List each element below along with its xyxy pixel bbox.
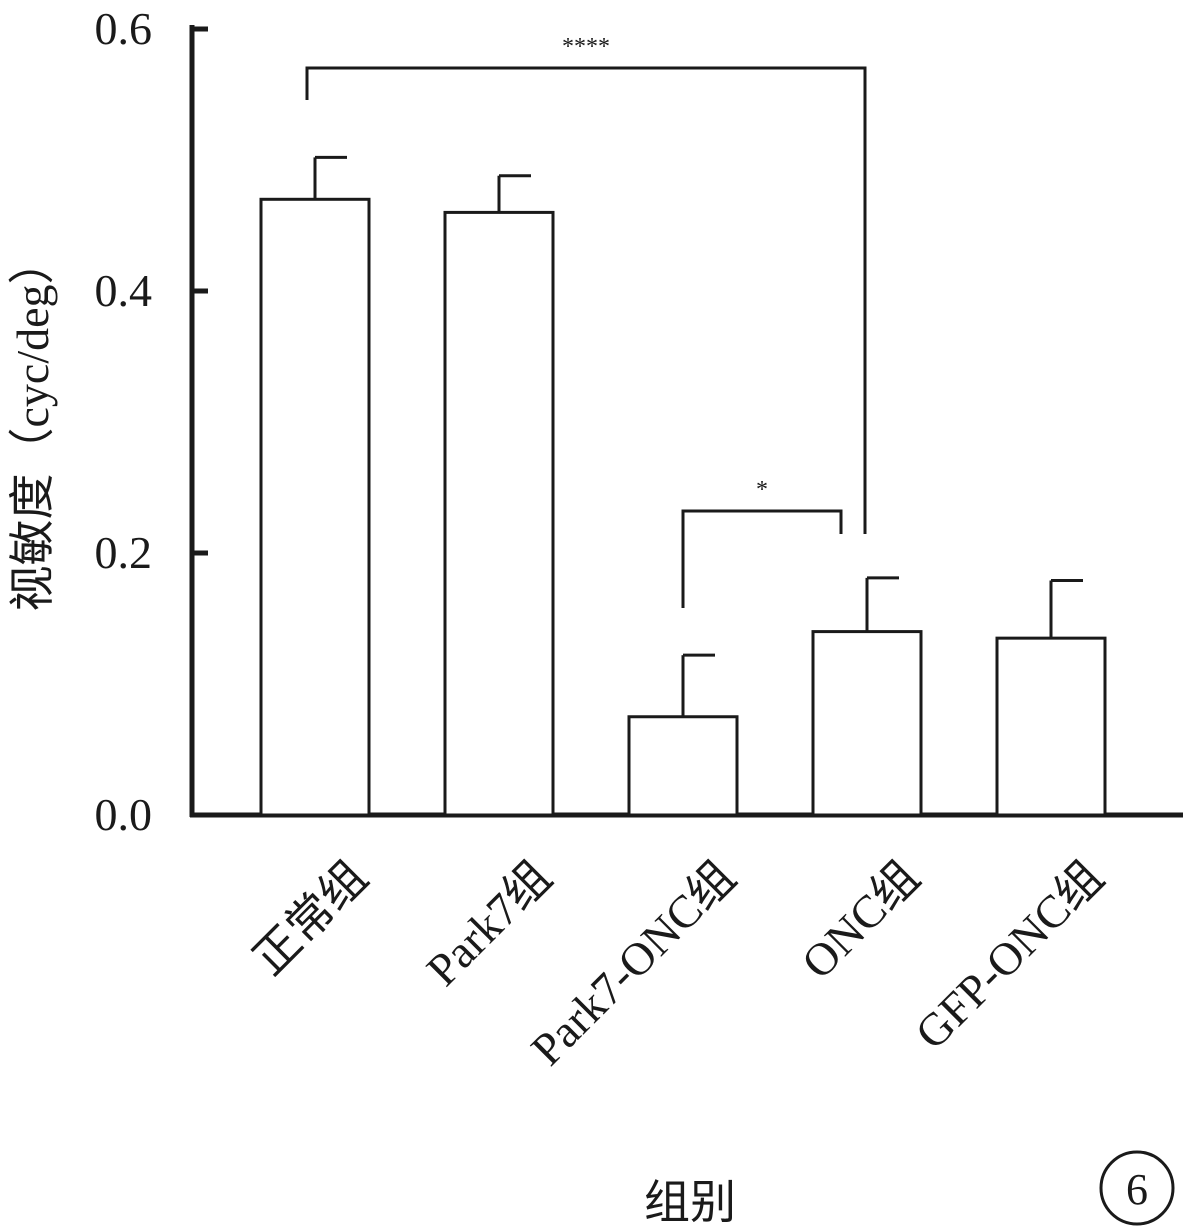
x-category-label: ONC组: [792, 851, 929, 988]
y-tick-label: 0.2: [95, 527, 153, 578]
significance-label: *: [756, 477, 768, 503]
y-tick-label: 0.0: [95, 789, 153, 840]
bars: [259, 197, 1107, 817]
bar: [443, 210, 555, 817]
x-category-label: 正常组: [243, 851, 377, 985]
y-axis-ticks: 0.0 0.2 0.4 0.6: [95, 3, 208, 840]
significance-label: ****: [562, 34, 610, 60]
error-bars: [313, 155, 1083, 717]
x-axis-title: 组别: [644, 1177, 736, 1228]
panel-number: 6: [1126, 1165, 1148, 1214]
significance-brackets: *****: [305, 34, 867, 608]
significance-bracket: [305, 66, 867, 534]
significance-bracket: [681, 509, 843, 608]
y-tick-label: 0.4: [95, 265, 153, 316]
bar: [811, 630, 923, 817]
panel-number-circle: [1099, 1150, 1175, 1226]
y-tick-label: 0.6: [95, 3, 153, 54]
x-category-label: GFP-ONC组: [905, 851, 1113, 1059]
panel-number-badge: 6: [1099, 1150, 1175, 1226]
bar: [627, 715, 739, 817]
bar: [259, 197, 371, 817]
bar: [995, 636, 1107, 817]
x-category-label: Park7组: [417, 851, 561, 995]
y-axis-title: 视敏度（cyc/deg）: [7, 238, 58, 611]
